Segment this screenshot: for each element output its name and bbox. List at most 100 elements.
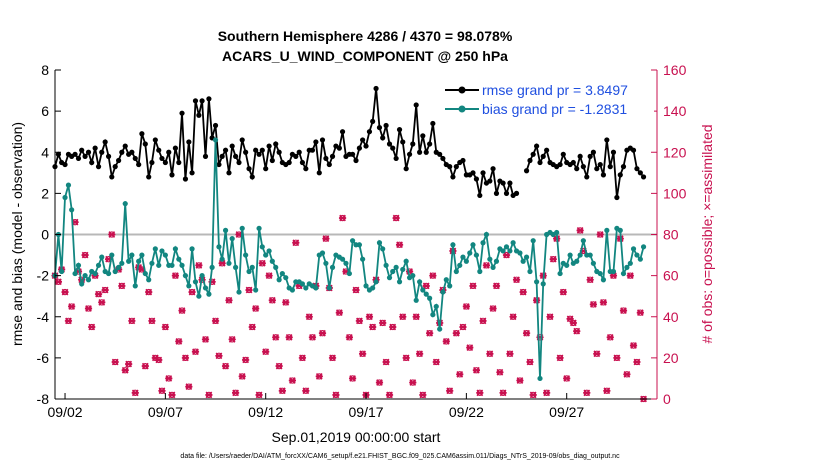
bias-data-point [460,254,466,260]
obs-assimilated-marker [462,303,470,310]
rmse-data-point [196,112,202,118]
rmse-data-point [266,143,272,149]
obs-assimilated-marker [412,313,420,321]
obs-assimilated-marker [519,288,527,296]
rmse-data-point [253,147,259,153]
obs-assimilated-marker [275,362,283,370]
obs-assimilated-marker [556,354,564,362]
rmse-data-point [600,172,607,178]
legend-rmse-marker [458,86,466,94]
bias-data-point [116,264,122,270]
obs-assimilated-marker [422,282,430,290]
rmse-data-point [276,149,282,155]
bias-data-point [249,264,255,270]
obs-assimilated-marker [516,377,524,384]
rmse-data-point [256,151,262,157]
bias-data-point [303,285,309,291]
bias-data-point [129,252,135,258]
obs-assimilated-marker [613,354,621,362]
rmse-data-point [162,159,168,166]
obs-assimilated-marker [509,313,517,321]
obs-assimilated-marker [221,362,230,370]
rmse-data-point [179,110,185,116]
obs-assimilated-marker [389,323,397,331]
bias-data-point [169,262,175,268]
bias-data-point [473,252,479,258]
bias-data-point [126,258,132,264]
bias-data-point [209,264,215,270]
bias-data-point [202,285,209,291]
bias-data-point [152,246,158,252]
left-tick-label: 6 [41,103,49,119]
rmse-data-point [55,151,62,157]
bias-data-point [179,262,185,268]
obs-assimilated-marker [452,329,460,337]
obs-assimilated-marker [492,282,501,290]
bias-data-point [122,201,128,207]
legend-rmse-label: rmse grand pr = 3.8497 [482,82,628,98]
obs-assimilated-marker [201,336,210,343]
obs-assimilated-marker [446,387,454,395]
rmse-data-point [503,190,510,196]
bias-data-point [136,258,142,264]
rmse-data-point [75,155,82,162]
rmse-data-point [370,118,376,125]
rmse-data-point [620,164,627,170]
obs-assimilated-marker [385,391,394,399]
obs-assimilated-marker [98,298,106,306]
obs-assimilated-marker [272,333,280,341]
rmse-data-point [273,141,279,147]
obs-assimilated-marker [416,350,424,358]
bias-data-point [119,260,125,266]
obs-assimilated-marker [626,272,634,279]
obs-assimilated-marker [81,251,89,259]
obs-assimilated-marker [379,319,387,327]
obs-assimilated-marker [161,323,169,331]
obs-assimilated-marker [583,389,591,397]
right-tick-label: 100 [663,185,687,201]
rmse-data-point [212,122,219,129]
rmse-data-point [102,139,108,145]
bias-data-point [527,268,533,275]
bias-data-point [420,287,426,293]
bias-data-point [427,295,433,301]
bias-data-point [142,270,148,277]
left-tick-label: -2 [37,268,50,284]
obs-assimilated-marker [308,333,317,341]
rmse-data-point [604,137,610,143]
bias-data-point [289,287,295,293]
bias-data-point [85,277,92,283]
x-tick-label: 09/22 [449,404,484,420]
left-tick-label: -6 [37,350,50,366]
bias-data-point [487,256,493,262]
bias-data-point [299,281,306,287]
obs-assimilated-marker [225,296,233,304]
rmse-data-point [192,98,199,104]
obs-assimilated-marker [529,391,537,399]
rmse-data-point [236,159,242,166]
obs-assimilated-marker [348,375,357,382]
rmse-data-point [303,166,309,172]
rmse-data-point [356,145,363,151]
obs-assimilated-marker [559,288,567,296]
bias-data-point [577,252,583,258]
rmse-data-point [410,141,416,147]
bias-data-point [206,291,212,297]
rmse-data-point [400,139,406,145]
bias-data-point [540,281,546,287]
obs-count-layer [51,214,648,403]
rmse-data-point [112,164,118,170]
rmse-data-point [89,159,95,166]
obs-assimilated-marker [466,344,474,351]
bias-data-point [259,244,265,250]
bias-data-point [233,264,239,270]
legend-box [440,76,654,122]
bias-data-point [490,264,496,270]
obs-assimilated-marker [305,313,313,321]
rmse-data-point [199,98,205,104]
obs-assimilated-marker [359,350,367,358]
rmse-data-point [470,170,476,176]
bias-data-point [453,268,459,275]
obs-assimilated-marker [399,313,407,321]
obs-assimilated-marker [178,307,186,314]
